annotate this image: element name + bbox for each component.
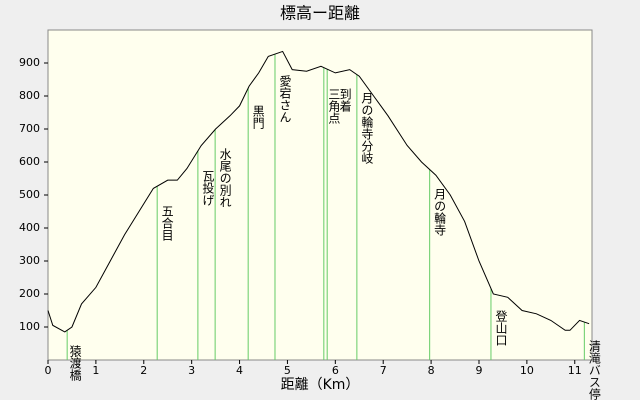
plot-area [47, 29, 593, 361]
y-tick-label: 800 [19, 89, 40, 102]
waypoint-label: 月の輪寺 [433, 188, 447, 236]
x-tick-label: 2 [140, 364, 147, 377]
waypoint-label: 猿渡橋 [68, 344, 82, 382]
y-tick-label: 600 [19, 155, 40, 168]
x-tick-label: 4 [236, 364, 243, 377]
waypoint-label: 水尾の別れ [218, 148, 232, 208]
y-tick-label: 700 [19, 122, 40, 135]
x-tick-label: 11 [568, 364, 582, 377]
x-tick-label: 5 [284, 364, 291, 377]
x-tick-label: 3 [188, 364, 195, 377]
y-tick-label: 900 [19, 56, 40, 69]
x-tick-label: 1 [92, 364, 99, 377]
x-tick-label: 7 [380, 364, 387, 377]
waypoint-label: 登山口 [494, 309, 508, 346]
y-tick-label: 200 [19, 287, 40, 300]
waypoint-label: 愛宕さん [278, 75, 292, 123]
y-tick-label: 500 [19, 188, 40, 201]
waypoint-label: 三角点 [327, 88, 341, 124]
x-tick-label: 6 [332, 364, 339, 377]
y-tick-label: 300 [19, 254, 40, 267]
waypoint-label: 五合目 [160, 205, 174, 241]
chart-title: 標高ー距離 [280, 4, 360, 23]
x-tick-label: 9 [475, 364, 482, 377]
x-tick-label: 10 [520, 364, 534, 377]
x-tick-label: 0 [45, 364, 52, 377]
x-axis-label: 距離（Km） [281, 376, 360, 393]
elevation-line [47, 50, 590, 333]
x-tick-label: 8 [428, 364, 435, 377]
waypoint-label: 到着 [338, 88, 352, 113]
y-tick-label: 400 [19, 221, 40, 234]
waypoint-label: 黒門 [251, 105, 265, 129]
waypoint-label: 清滝バス停 [587, 340, 601, 400]
waypoint-label: 月の輪寺分岐 [360, 92, 374, 164]
y-tick-label: 100 [19, 320, 40, 333]
waypoint-label: 瓦投げ [201, 170, 215, 206]
